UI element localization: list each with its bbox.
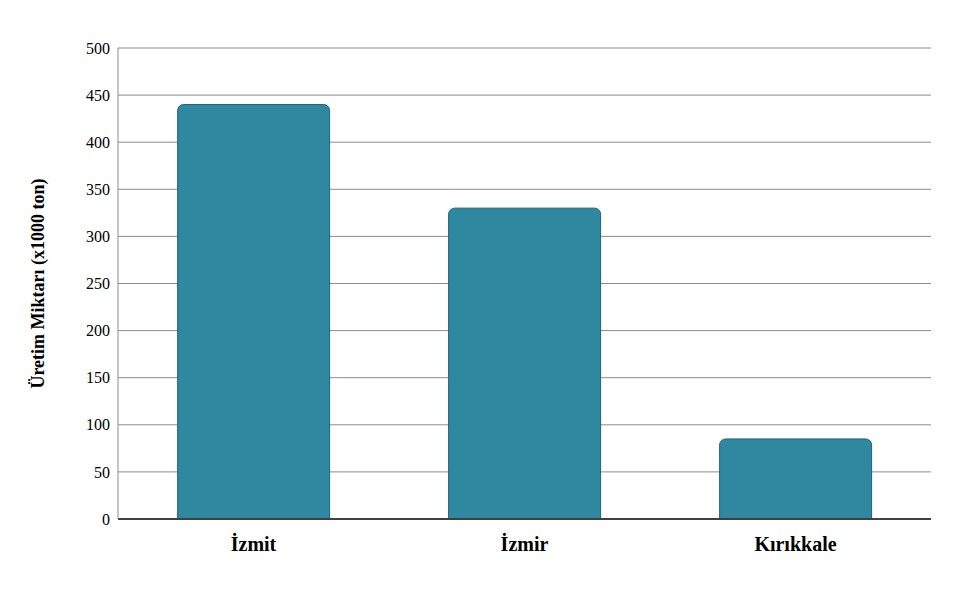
svg-text:Kırıkkale: Kırıkkale <box>754 533 836 555</box>
svg-text:0: 0 <box>102 511 110 528</box>
svg-text:100: 100 <box>86 416 110 433</box>
svg-text:İzmit: İzmit <box>231 532 277 555</box>
svg-text:Üretim Miktarı (x1000 ton): Üretim Miktarı (x1000 ton) <box>28 178 49 388</box>
svg-text:400: 400 <box>86 134 110 151</box>
svg-text:250: 250 <box>86 275 110 292</box>
svg-text:İzmir: İzmir <box>501 532 549 555</box>
svg-text:150: 150 <box>86 369 110 386</box>
svg-text:500: 500 <box>86 40 110 57</box>
svg-text:350: 350 <box>86 181 110 198</box>
svg-text:200: 200 <box>86 322 110 339</box>
svg-text:300: 300 <box>86 228 110 245</box>
svg-text:50: 50 <box>94 464 110 481</box>
svg-text:450: 450 <box>86 87 110 104</box>
